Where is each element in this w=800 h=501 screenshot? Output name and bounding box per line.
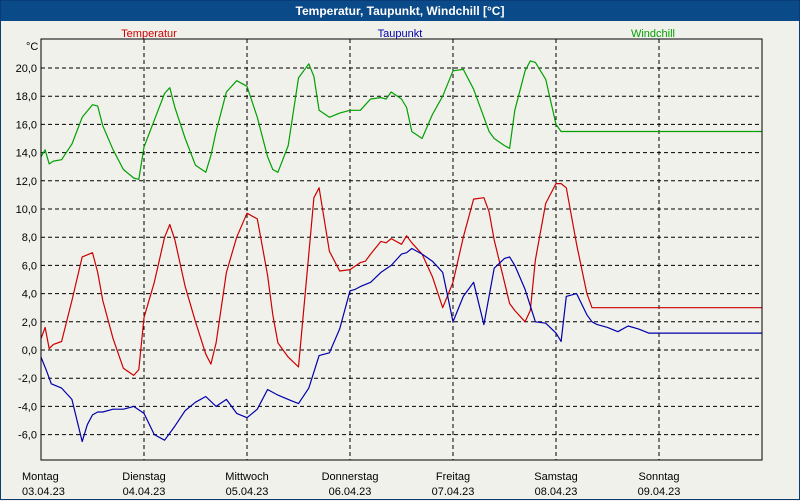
y-tick-label: 2,0 xyxy=(22,317,37,329)
legend-temperatur: Temperatur xyxy=(121,28,177,40)
x-tick-day: Freitag xyxy=(436,471,470,483)
x-tick-date: 03.04.23 xyxy=(22,486,65,498)
plot-frame xyxy=(40,38,763,461)
y-tick-label: 18,0 xyxy=(16,91,37,103)
y-tick-label: 0,0 xyxy=(22,345,37,357)
y-tick-label: -2,0 xyxy=(18,373,37,385)
x-tick-day: Montag xyxy=(22,471,59,483)
chart-title: Temperatur, Taupunkt, Windchill [°C] xyxy=(1,1,799,21)
y-tick-label: -6,0 xyxy=(18,430,37,442)
x-tick-day: Samstag xyxy=(534,471,577,483)
x-tick-date: 05.04.23 xyxy=(226,486,269,498)
x-tick-date: 08.04.23 xyxy=(535,486,578,498)
y-tick-label: 20,0 xyxy=(16,63,37,75)
y-tick-label: 6,0 xyxy=(22,260,37,272)
series-line-temperatur xyxy=(40,183,762,376)
x-tick-day: Sonntag xyxy=(639,471,680,483)
y-tick-label: -4,0 xyxy=(18,401,37,413)
series-line-windchill xyxy=(40,60,762,180)
legend-taupunkt: Taupunkt xyxy=(378,28,423,40)
x-tick-date: 04.04.23 xyxy=(123,486,166,498)
y-tick-label: 8,0 xyxy=(22,232,37,244)
x-tick-date: 06.04.23 xyxy=(329,486,372,498)
legend-windchill: Windchill xyxy=(631,28,675,40)
x-tick-day: Donnerstag xyxy=(322,471,379,483)
y-tick-label: 14,0 xyxy=(16,148,37,160)
y-axis-unit: °C xyxy=(26,41,38,53)
y-tick-label: 10,0 xyxy=(16,204,37,216)
x-tick-day: Mittwoch xyxy=(225,471,268,483)
x-tick-date: 09.04.23 xyxy=(638,486,681,498)
y-tick-label: 12,0 xyxy=(16,176,37,188)
y-tick-label: 4,0 xyxy=(22,289,37,301)
x-tick-day: Dienstag xyxy=(122,471,165,483)
y-tick-label: 16,0 xyxy=(16,119,37,131)
x-tick-date: 07.04.23 xyxy=(432,486,475,498)
series-line-taupunkt xyxy=(40,247,762,443)
